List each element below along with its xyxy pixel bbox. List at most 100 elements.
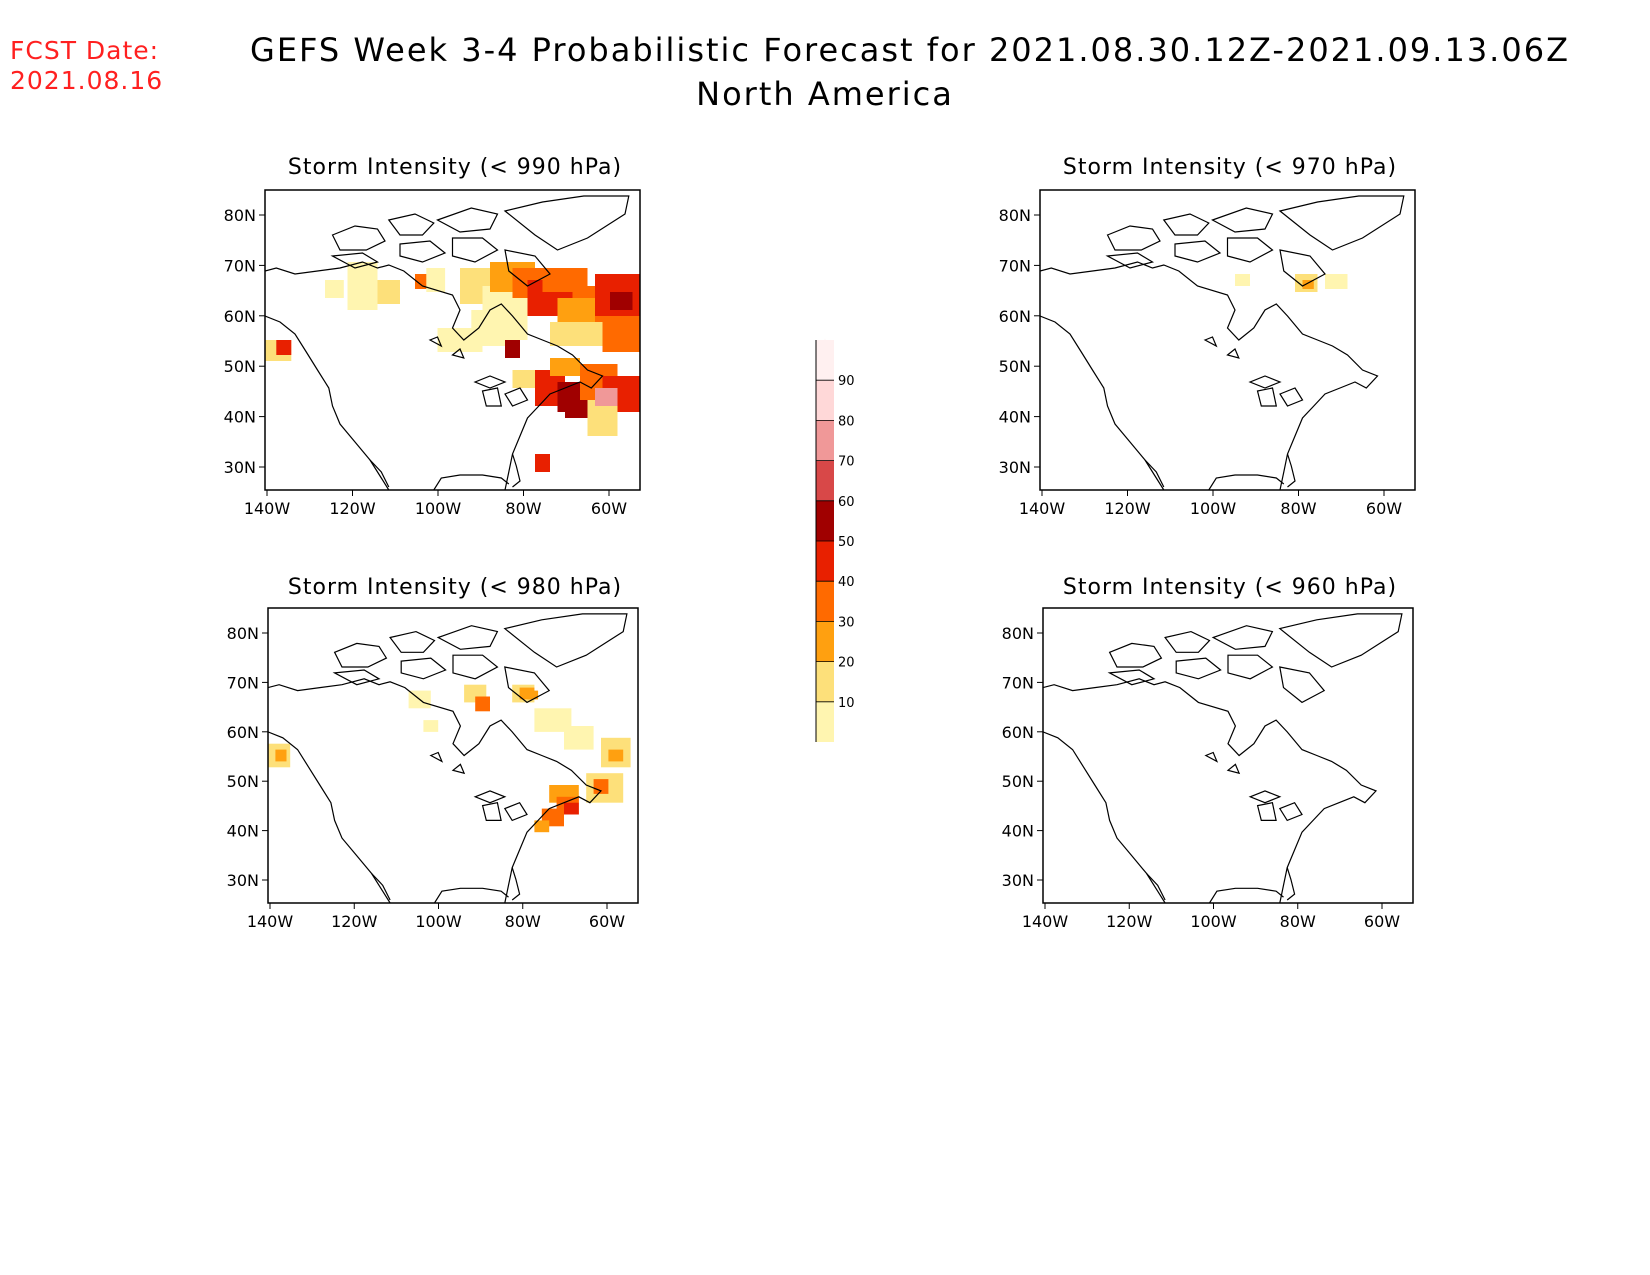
probability-cell — [564, 802, 579, 815]
lon-tick-label: 120W — [1104, 499, 1151, 518]
lon-tick-label: 100W — [1190, 912, 1237, 931]
lake-outline — [451, 763, 466, 775]
lon-tick-label: 140W — [1022, 912, 1069, 931]
map-frame — [264, 189, 641, 491]
coastline — [1286, 453, 1296, 488]
arctic-island — [452, 654, 499, 680]
lat-tick-label: 40N — [227, 822, 259, 841]
coastline — [268, 731, 391, 903]
arctic-island — [331, 225, 386, 251]
arctic-island — [504, 666, 551, 704]
colorbar-segment — [816, 420, 834, 461]
arctic-island — [389, 630, 436, 653]
arctic-island — [436, 625, 499, 650]
panel-title: Storm Intensity (< 990 hPa) — [288, 155, 622, 180]
lat-tick-label: 70N — [224, 256, 256, 275]
lake-outline — [1248, 790, 1282, 804]
lon-tick-label: 140W — [244, 499, 291, 518]
lat-tick-label: 30N — [227, 871, 259, 890]
arctic-island — [1174, 240, 1222, 263]
map-frame — [267, 607, 639, 904]
lon-tick-label: 100W — [1190, 499, 1237, 518]
colorbar-segment — [816, 621, 834, 662]
probability-cell — [415, 274, 430, 289]
colorbar-tick-label: 50 — [838, 535, 855, 550]
probability-cell — [347, 262, 378, 310]
lat-tick-label: 80N — [224, 206, 256, 225]
lat-tick-label: 80N — [227, 624, 259, 643]
lon-tick-label: 60W — [1366, 499, 1402, 518]
fcst-label: FCST Date: — [10, 36, 160, 65]
arctic-island — [503, 613, 628, 668]
probability-cell — [610, 292, 633, 310]
probability-cell — [377, 280, 400, 304]
arctic-island — [1279, 666, 1326, 704]
arctic-island — [1162, 213, 1210, 236]
probability-cell — [557, 298, 595, 322]
coastline — [1146, 873, 1166, 901]
lat-tick-label: 50N — [999, 357, 1031, 376]
colorbar-tick-label: 40 — [838, 575, 855, 590]
arctic-island — [1211, 625, 1274, 650]
arctic-island — [1227, 654, 1274, 680]
arctic-island — [1106, 225, 1161, 251]
arctic-island — [436, 207, 499, 233]
lake-outline — [504, 387, 529, 407]
lon-tick-label: 60W — [1364, 912, 1400, 931]
probability-cell — [527, 690, 539, 700]
coastline — [1144, 459, 1165, 488]
lake-outline — [473, 375, 507, 389]
lake-outline — [1256, 801, 1277, 821]
coastline — [1043, 731, 1166, 903]
lake-outline — [1204, 751, 1219, 763]
lat-tick-label: 70N — [1002, 673, 1034, 692]
map-panel-p980: Storm Intensity (< 980 hPa) 80N 70N 60N 50N 4… — [227, 575, 639, 931]
lon-tick-label: 80W — [505, 499, 541, 518]
panel-title: Storm Intensity (< 960 hPa) — [1063, 575, 1397, 600]
map-frame — [1039, 189, 1416, 491]
colorbar-segment — [816, 500, 834, 541]
coastline — [1286, 867, 1296, 901]
probability-cell — [512, 370, 535, 388]
colorbar-tick-label: 80 — [838, 414, 855, 429]
lat-tick-label: 50N — [224, 357, 256, 376]
colorbar-tick-label: 90 — [838, 374, 855, 389]
arctic-island — [332, 669, 381, 686]
arctic-island — [1175, 657, 1222, 680]
lake-outline — [1248, 375, 1282, 389]
panel-title: Storm Intensity (< 980 hPa) — [288, 575, 622, 600]
probability-cell — [423, 720, 439, 732]
lat-tick-label: 30N — [1002, 871, 1034, 890]
probability-cell — [593, 779, 609, 794]
lake-outline — [1226, 763, 1241, 775]
arctic-island — [1107, 669, 1156, 686]
coastline — [1208, 474, 1285, 490]
coastline — [1040, 315, 1165, 490]
probability-cell — [602, 316, 640, 352]
lat-tick-label: 60N — [1002, 723, 1034, 742]
colorbar: 10 20 30 40 50 60 70 80 90 — [815, 338, 855, 742]
panel-title: Storm Intensity (< 970 hPa) — [1063, 155, 1397, 180]
probability-cell — [550, 322, 603, 346]
lake-outline — [429, 751, 444, 763]
arctic-island — [333, 642, 388, 668]
arctic-island — [1164, 630, 1211, 653]
colorbar-segment — [816, 701, 834, 742]
coastline — [369, 459, 390, 488]
lake-outline — [1226, 348, 1240, 359]
lon-tick-label: 120W — [329, 499, 376, 518]
colorbar-tick-label: 60 — [838, 495, 855, 510]
map-frame — [1042, 607, 1414, 904]
lake-outline — [1203, 336, 1218, 348]
arctic-island — [1226, 237, 1274, 263]
lat-tick-label: 40N — [224, 408, 256, 427]
arctic-island — [504, 249, 551, 287]
lake-outline — [473, 790, 507, 804]
lake-outline — [451, 348, 465, 359]
probability-cell — [1235, 274, 1250, 286]
probability-cell — [475, 696, 490, 712]
lat-tick-label: 30N — [224, 458, 256, 477]
lake-outline — [1279, 387, 1304, 407]
arctic-island — [1278, 195, 1405, 251]
